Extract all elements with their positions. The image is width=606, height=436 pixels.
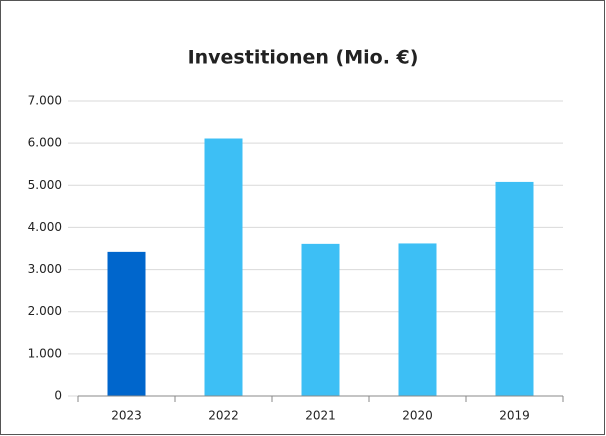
- bar: [301, 243, 340, 396]
- bar: [495, 181, 534, 396]
- x-tick-label: 2019: [499, 409, 530, 423]
- x-tick-label: 2020: [402, 409, 433, 423]
- y-tick-label: 2.000: [28, 304, 62, 318]
- x-tick-label: 2022: [208, 409, 239, 423]
- y-tick-label: 4.000: [28, 220, 62, 234]
- y-tick-label: 5.000: [28, 178, 62, 192]
- x-tick-label: 2021: [305, 409, 336, 423]
- bar: [398, 243, 437, 396]
- chart-title: Investitionen (Mio. €): [188, 47, 419, 69]
- y-tick-label: 3.000: [28, 262, 62, 276]
- y-tick-label: 6.000: [28, 136, 62, 150]
- bar: [204, 138, 243, 396]
- x-tick-label: 2023: [111, 409, 142, 423]
- bar: [107, 251, 146, 396]
- y-tick-label: 7.000: [28, 94, 62, 108]
- y-tick-label: 0: [54, 389, 62, 403]
- y-tick-label: 1.000: [28, 346, 62, 360]
